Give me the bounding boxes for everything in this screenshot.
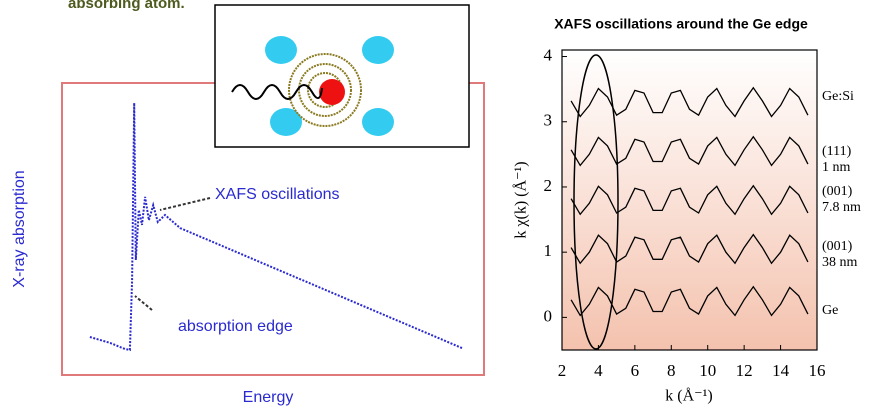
x-tick-label: 10 [699,361,716,380]
x-axis-label: k (Å⁻¹) [665,387,712,405]
highlight-ellipse [573,54,619,350]
series-label: (001) 38 nm [822,239,858,270]
atom-diagram [214,4,470,148]
y-tick-label: 4 [544,45,553,64]
pointer [159,197,211,211]
series-label: (001) 7.8 nm [822,184,861,215]
y-axis-label: X-ray absorption [11,170,28,287]
xafs-chart: XAFS oscillations around the Ge edge k (Å… [512,16,861,405]
series-line [570,135,809,167]
series-line [570,285,809,317]
y-tick-label: 0 [544,306,553,325]
series-label: Ge [822,303,838,318]
pointer [134,295,153,311]
x-tick-label: 6 [631,361,640,380]
plot-background [561,49,818,351]
caption: absorbing atom. [68,0,185,12]
chart-title: XAFS oscillations around the Ge edge [554,16,808,32]
absorption-line [89,102,463,352]
y-tick-label: 1 [544,241,553,260]
series-line [570,233,809,265]
annotation: XAFS oscillations [215,186,340,203]
x-tick-label: 16 [809,361,826,380]
series-line [570,184,809,216]
series-line [570,86,809,118]
annotation: absorption edge [178,318,293,335]
x-tick-label: 2 [558,361,567,380]
absorption-chart: X-ray absorption Energy XAFS oscillations a… [11,82,485,406]
series-label: Ge:Si [822,89,854,104]
y-tick-label: 3 [544,111,553,130]
x-tick-label: 8 [667,361,676,380]
series-label: (111) 1 nm [822,144,852,175]
x-tick-label: 4 [594,361,603,380]
y-tick-label: 2 [544,176,553,195]
y-axis-label: k χ(k) (Å⁻¹) [512,161,530,238]
x-axis-label: Energy [243,389,294,406]
x-tick-label: 12 [736,361,753,380]
x-tick-label: 14 [772,361,790,380]
